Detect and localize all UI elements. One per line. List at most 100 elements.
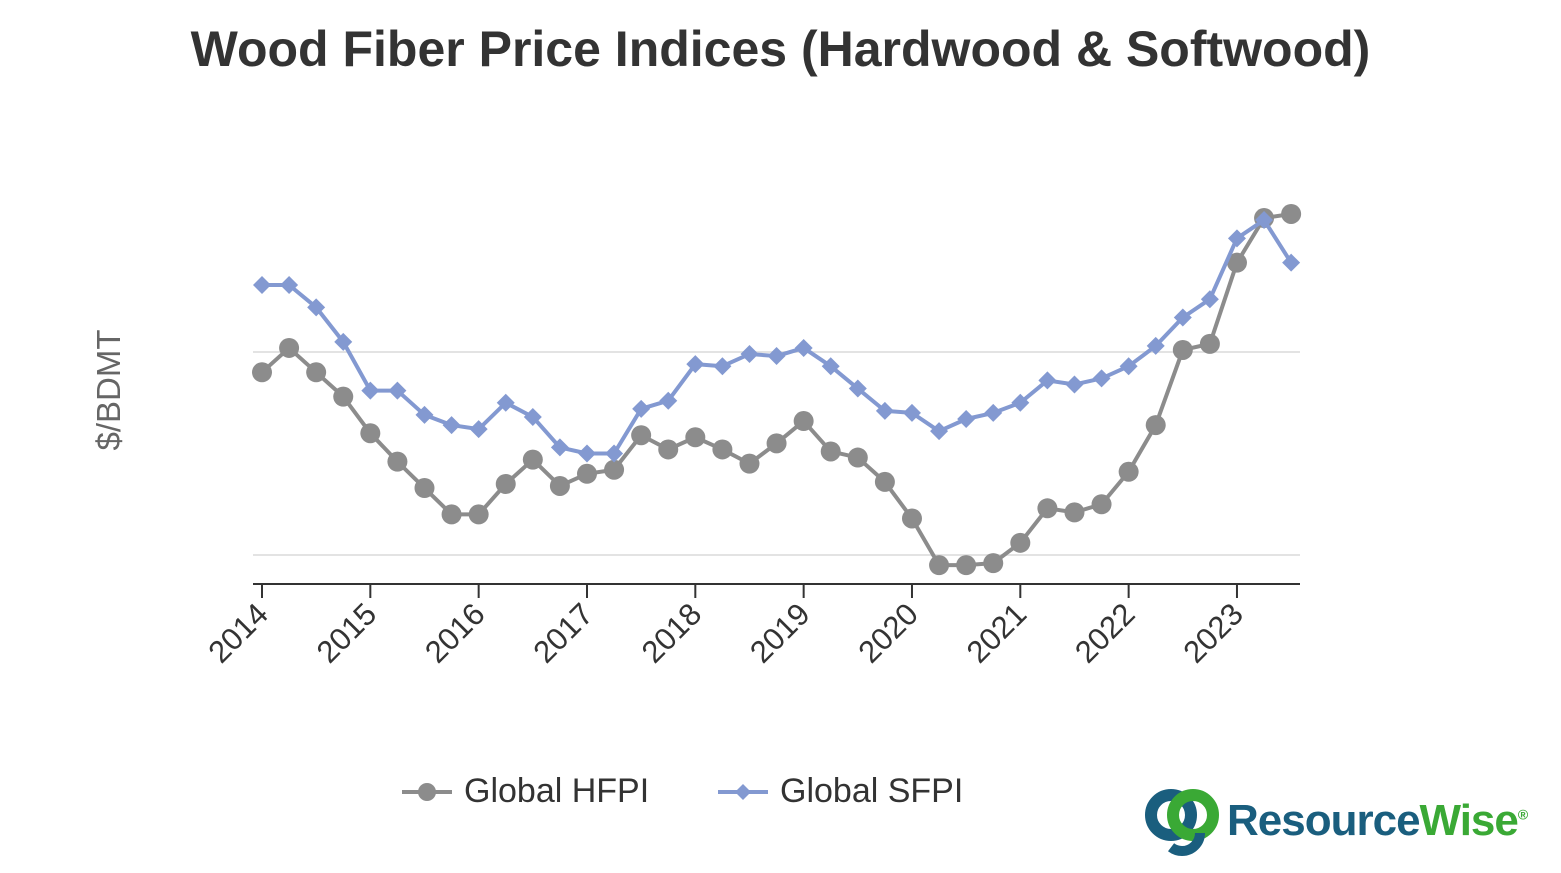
data-point [549, 475, 570, 496]
data-point [820, 441, 841, 462]
data-point [1281, 203, 1302, 224]
chart-title: Wood Fiber Price Indices (Hardwood & Sof… [190, 21, 1371, 77]
data-point [469, 420, 488, 439]
data-point [740, 345, 759, 364]
data-point [984, 403, 1003, 422]
data-point [1091, 494, 1112, 515]
circle-marker-icon [402, 782, 452, 801]
data-point [1119, 357, 1138, 376]
x-tick-label: 2020 [851, 596, 925, 670]
legend-label: Global SFPI [780, 772, 964, 810]
data-point [468, 504, 489, 525]
data-point [1146, 336, 1165, 355]
data-point [360, 423, 381, 444]
data-point [1255, 211, 1274, 230]
x-tick-label: 2018 [635, 596, 709, 670]
data-point [632, 399, 651, 418]
data-point [767, 347, 786, 366]
data-point [334, 332, 353, 351]
data-point [605, 444, 624, 463]
data-point [794, 338, 813, 357]
data-point [659, 391, 678, 410]
data-point [821, 357, 840, 376]
data-point [685, 427, 706, 448]
data-point [1038, 371, 1057, 390]
x-tick-label: 2014 [201, 596, 275, 670]
data-point [1199, 333, 1220, 354]
data-point [576, 463, 597, 484]
data-point [901, 508, 922, 529]
data-point [739, 453, 760, 474]
data-point [1092, 369, 1111, 388]
legend-item-hfpi[interactable]: Global HFPI [402, 772, 649, 811]
data-point [1172, 339, 1193, 360]
data-point [522, 449, 543, 470]
y-axis-label: $/BDMT [90, 329, 127, 450]
legend-item-sfpi[interactable]: Global SFPI [718, 772, 963, 811]
data-point [387, 451, 408, 472]
data-point [604, 459, 625, 480]
data-point [956, 555, 977, 576]
diamond-marker-icon [718, 783, 768, 800]
data-point [1173, 308, 1192, 327]
data-point [306, 362, 327, 383]
logo-text-wise: Wise [1419, 796, 1519, 845]
data-point [1282, 253, 1301, 272]
data-point [333, 386, 354, 407]
data-point [252, 362, 272, 383]
series-line-hfpi [260, 211, 1292, 568]
data-point [713, 357, 732, 376]
data-point [957, 409, 976, 428]
logo-mark-icon [1145, 789, 1219, 856]
data-point [930, 422, 949, 441]
data-point [577, 444, 596, 463]
data-point [280, 276, 299, 295]
data-point [495, 473, 516, 494]
data-point [1064, 502, 1085, 523]
data-point [766, 433, 787, 454]
registered-mark: ® [1517, 806, 1528, 823]
data-point [253, 276, 271, 295]
data-point [550, 438, 569, 457]
x-tick-label: 2016 [418, 596, 492, 670]
data-point [415, 405, 434, 424]
data-point [658, 439, 679, 460]
data-point [875, 401, 894, 420]
data-point [1200, 290, 1219, 309]
x-tick-label: 2017 [526, 596, 600, 670]
resourcewise-logo: ResourceWise® [1145, 785, 1528, 857]
data-point [793, 411, 814, 432]
data-point [902, 403, 921, 422]
x-tick-label: 2019 [743, 596, 817, 670]
data-point [1037, 498, 1058, 519]
data-point [1011, 393, 1030, 412]
x-tick-label: 2022 [1068, 596, 1142, 670]
data-point [361, 381, 380, 400]
x-tick-label: 2015 [310, 596, 384, 670]
data-point [441, 504, 462, 525]
data-point [1226, 252, 1247, 273]
data-point [279, 337, 300, 358]
data-point [1010, 532, 1031, 553]
data-point [523, 407, 542, 426]
data-point [388, 381, 407, 400]
data-point [631, 425, 652, 446]
data-point [874, 471, 895, 492]
data-point [1227, 229, 1246, 248]
data-point [983, 553, 1004, 574]
data-point [847, 447, 868, 468]
data-point [712, 439, 733, 460]
x-tick-label: 2023 [1176, 596, 1250, 670]
data-point [1118, 461, 1139, 482]
data-point [307, 298, 326, 317]
data-point [414, 478, 435, 499]
data-point [496, 393, 515, 412]
data-point [929, 555, 950, 576]
data-point [848, 379, 867, 398]
data-point [686, 355, 705, 374]
data-point [1145, 415, 1166, 436]
data-point [1065, 375, 1084, 394]
data-point [442, 416, 461, 435]
logo-text-resource: Resource [1227, 796, 1421, 845]
